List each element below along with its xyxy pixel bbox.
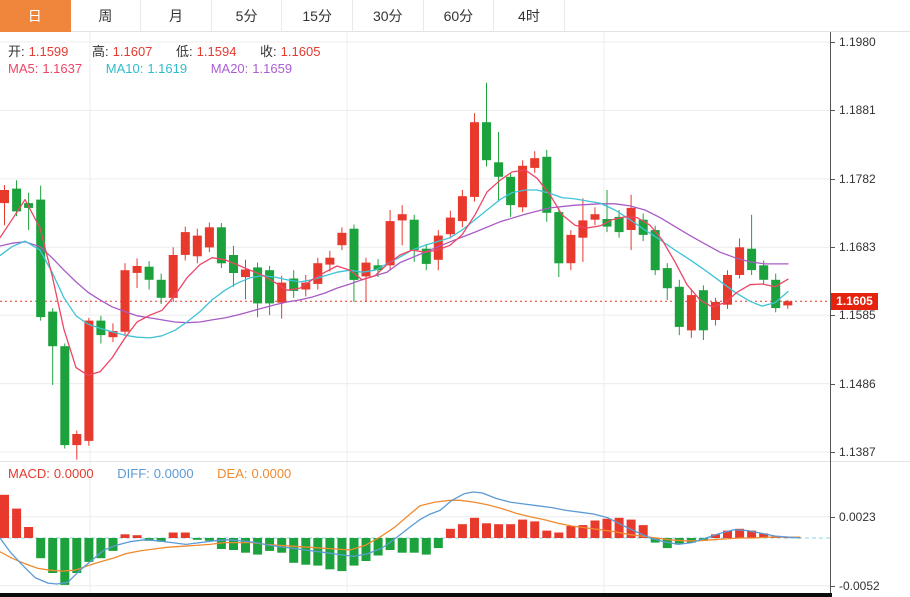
price-chart[interactable] bbox=[0, 32, 830, 462]
tab-30分[interactable]: 30分 bbox=[353, 0, 424, 32]
price-axis-label: 1.1782 bbox=[839, 172, 876, 186]
open-value: 1.1599 bbox=[28, 44, 69, 59]
price-axis-label-tick bbox=[830, 247, 835, 248]
price-axis-label: 1.1881 bbox=[839, 103, 876, 117]
tab-日[interactable]: 日 bbox=[0, 0, 71, 32]
price-axis-label-tick bbox=[830, 179, 835, 180]
diff-label: DIFF: bbox=[117, 466, 150, 481]
ma5-line bbox=[0, 169, 789, 376]
price-axis-label-tick bbox=[830, 452, 835, 453]
open-label: 开: bbox=[8, 44, 25, 59]
candlestick-series bbox=[0, 82, 793, 460]
macd-axis-line bbox=[830, 462, 831, 593]
price-gridlines bbox=[0, 32, 830, 462]
price-axis-label-tick bbox=[830, 42, 835, 43]
tab-月[interactable]: 月 bbox=[141, 0, 212, 32]
panel-separator bbox=[0, 461, 910, 462]
low-value: 1.1594 bbox=[196, 44, 237, 59]
high-label: 高: bbox=[92, 44, 109, 59]
close-label: 收: bbox=[260, 44, 277, 59]
macd-axis-label: -0.0052 bbox=[839, 579, 880, 593]
ma5-label: MA5: bbox=[8, 61, 39, 76]
diff-line bbox=[0, 491, 801, 585]
macd-axis-label: 0.0023 bbox=[839, 510, 876, 524]
tab-4时[interactable]: 4时 bbox=[494, 0, 565, 32]
ma20-label: MA20: bbox=[210, 61, 249, 76]
macd-axis-label-tick bbox=[830, 586, 835, 587]
macd-label: MACD: bbox=[8, 466, 50, 481]
close-value: 1.1605 bbox=[280, 44, 321, 59]
price-axis-label-tick bbox=[830, 315, 835, 316]
price-axis-label: 1.1486 bbox=[839, 377, 876, 391]
ma20-line bbox=[0, 203, 789, 324]
price-axis-label: 1.1683 bbox=[839, 240, 876, 254]
ma20-value: 1.1659 bbox=[252, 61, 293, 76]
ma10-value: 1.1619 bbox=[147, 61, 188, 76]
ma5-value: 1.1637 bbox=[42, 61, 83, 76]
ohlc-legend: 开: 1.1599 高: 1.1607 低: 1.1594 收: 1.1605 bbox=[8, 41, 324, 60]
tab-60分[interactable]: 60分 bbox=[424, 0, 495, 32]
ma10-label: MA10: bbox=[105, 61, 144, 76]
dea-line bbox=[0, 499, 801, 572]
tab-15分[interactable]: 15分 bbox=[282, 0, 353, 32]
tab-周[interactable]: 周 bbox=[71, 0, 142, 32]
tab-5分[interactable]: 5分 bbox=[212, 0, 283, 32]
last-price-badge: 1.1605 bbox=[831, 293, 878, 310]
macd-chart[interactable] bbox=[0, 462, 830, 593]
price-axis-label-tick bbox=[830, 384, 835, 385]
dea-value: 0.0000 bbox=[251, 466, 292, 481]
macd-value: 0.0000 bbox=[53, 466, 94, 481]
macd-axis-label-tick bbox=[830, 517, 835, 518]
high-value: 1.1607 bbox=[112, 44, 153, 59]
macd-legend: MACD: 0.0000 DIFF: 0.0000 DEA: 0.0000 bbox=[8, 466, 295, 481]
period-tab-bar: 日周月 5分 15分 30分 60分 4时 bbox=[0, 0, 910, 32]
low-label: 低: bbox=[176, 44, 193, 59]
diff-value: 0.0000 bbox=[153, 466, 194, 481]
price-axis-label: 1.1585 bbox=[839, 308, 876, 322]
ma-legend: MA5: 1.1637 MA10: 1.1619 MA20: 1.1659 bbox=[8, 61, 296, 76]
price-axis-label-tick bbox=[830, 110, 835, 111]
price-axis-label: 1.1980 bbox=[839, 35, 876, 49]
macd-gridlines bbox=[0, 462, 830, 593]
bottom-scroll-edge[interactable] bbox=[0, 593, 832, 597]
dea-label: DEA: bbox=[217, 466, 248, 481]
price-axis-label: 1.1387 bbox=[839, 445, 876, 459]
